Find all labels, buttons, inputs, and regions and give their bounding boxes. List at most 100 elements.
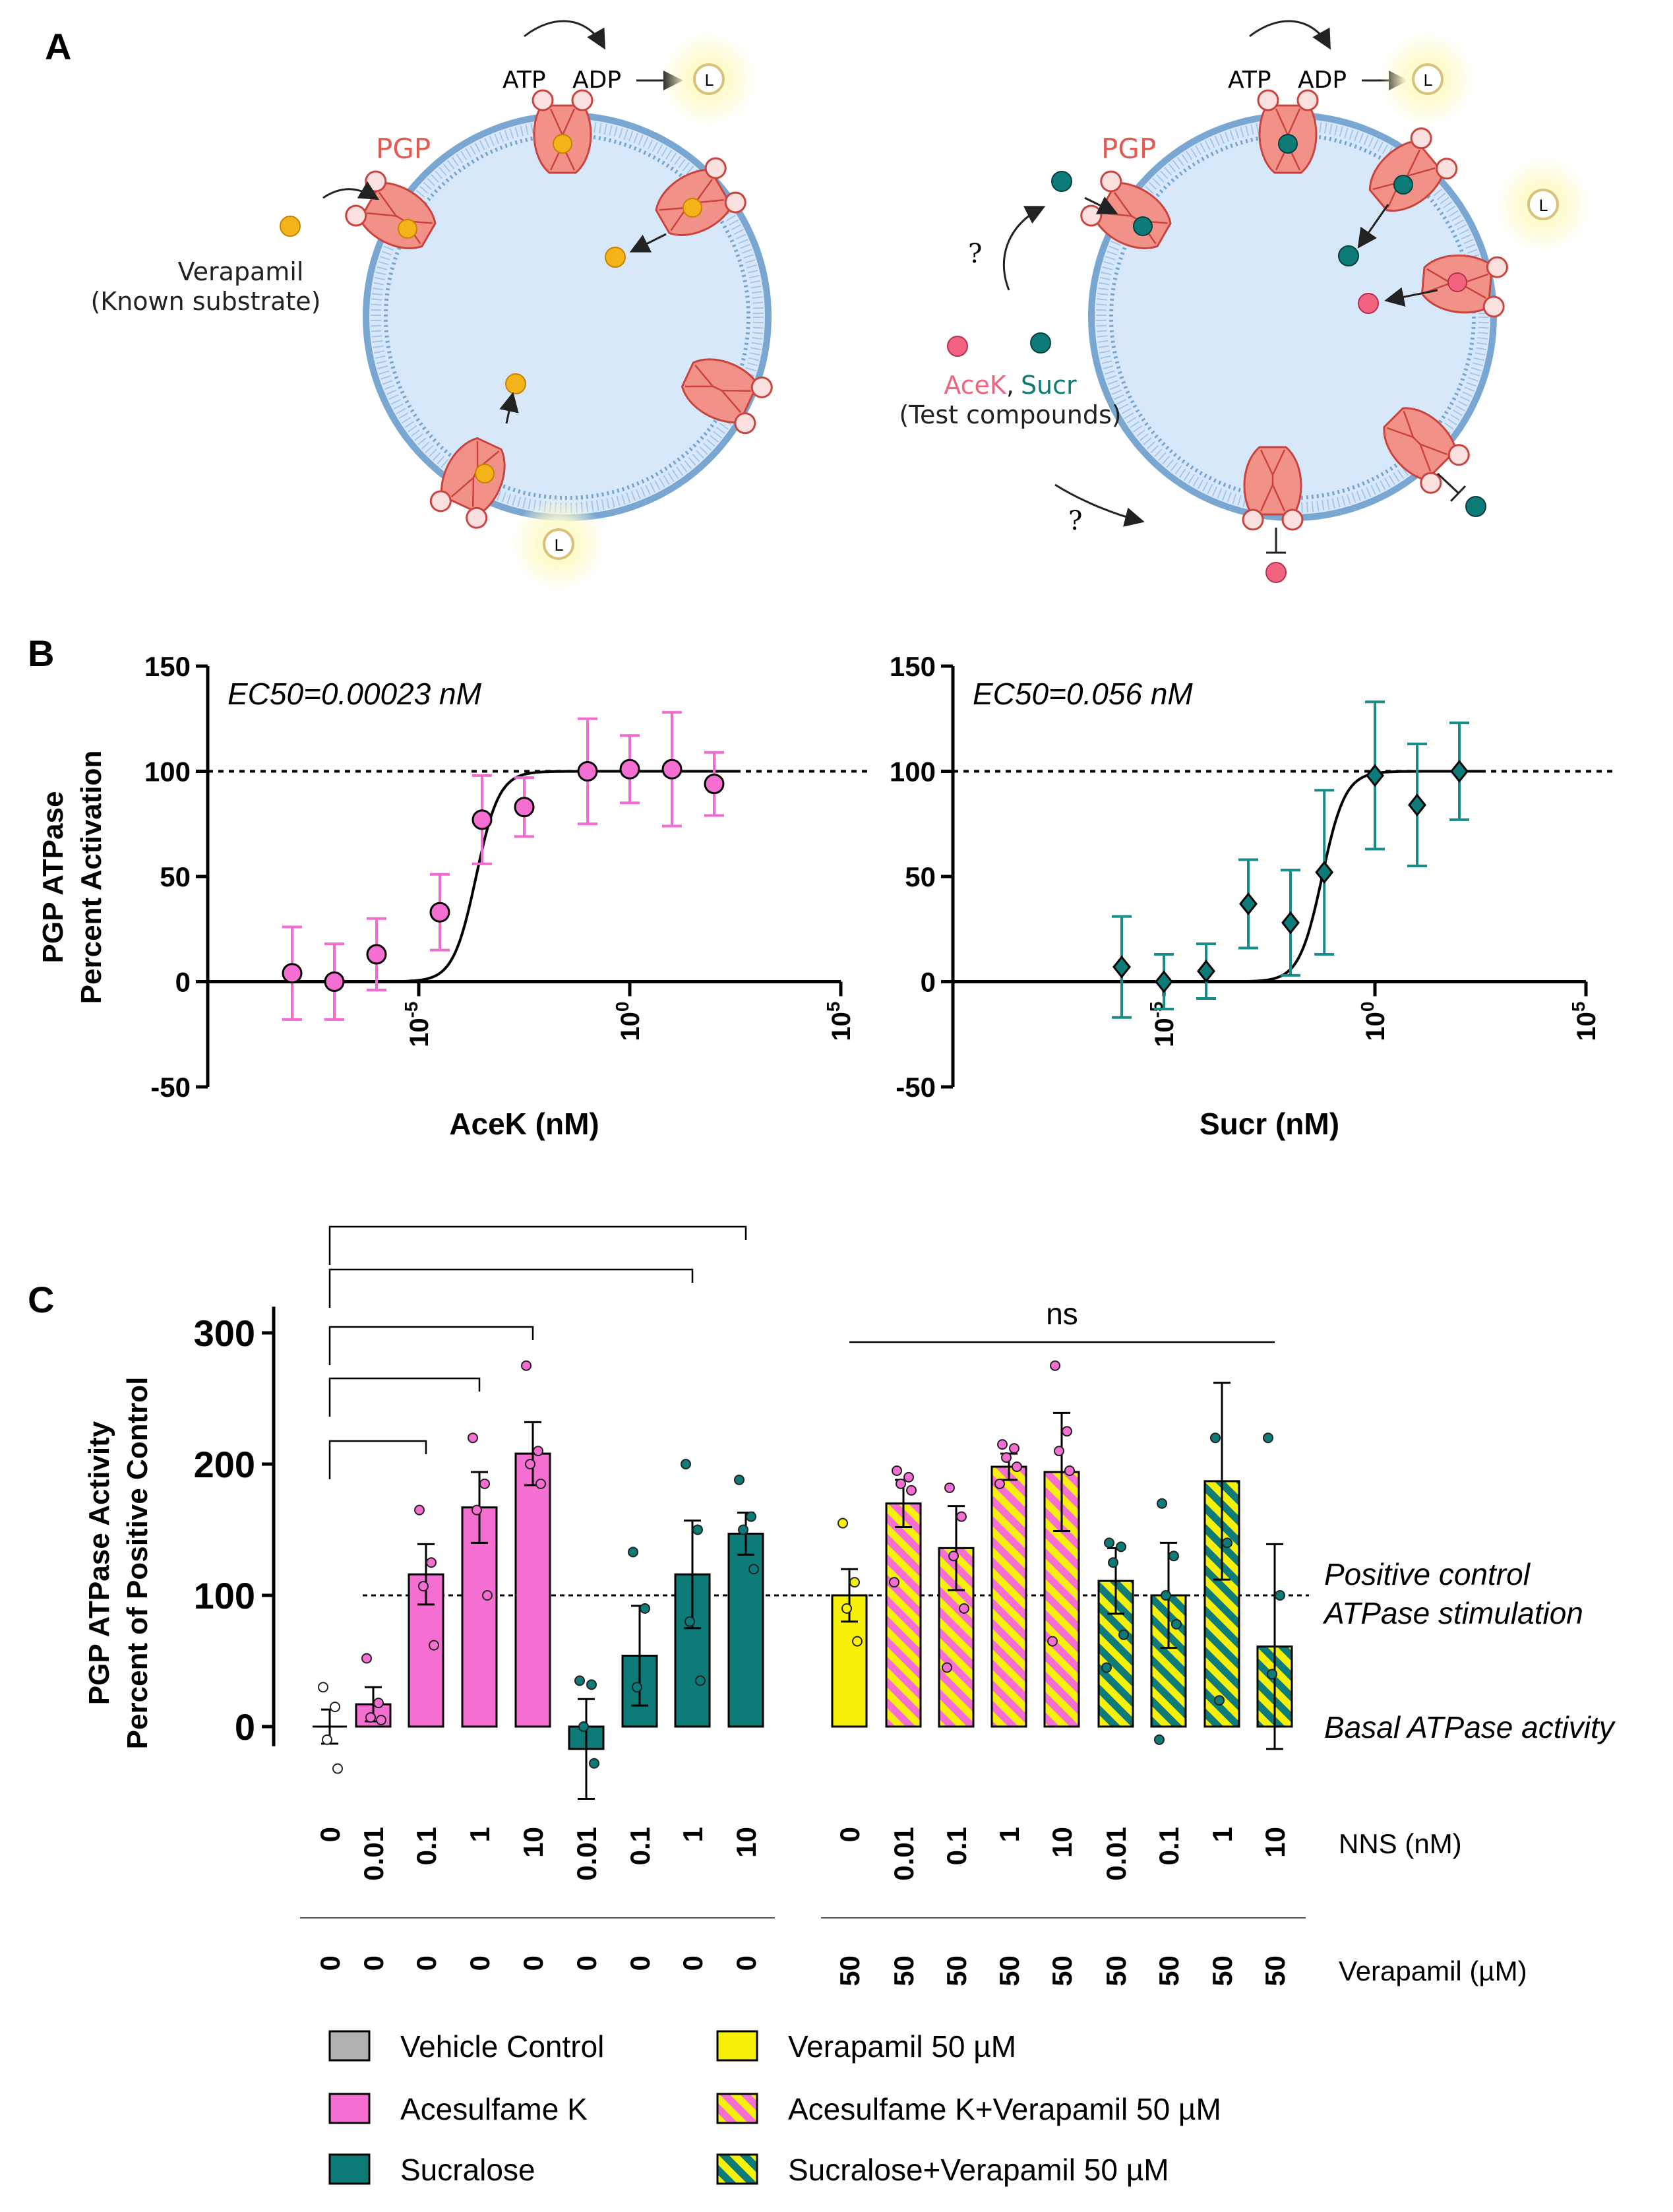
replicate-dot	[1012, 1461, 1022, 1472]
verapamil-tick-label: 0	[624, 1955, 655, 1971]
replicate-dot	[533, 1446, 543, 1457]
ylabel-c-line2: Percent of Positive Control	[121, 1377, 154, 1750]
legend-swatch	[328, 2030, 371, 2062]
replicate-dot	[684, 1616, 695, 1627]
nns-tick-label: 0.01	[1101, 1827, 1132, 1881]
adp-label: ADP	[572, 67, 621, 94]
replicate-dot	[734, 1474, 745, 1485]
verapamil-molecule-icon	[505, 373, 526, 394]
ec50-annotation: EC50=0.00023 nM	[228, 677, 482, 711]
nns-tick-label: 1	[1207, 1827, 1238, 1842]
y-tick-label: 300	[194, 1312, 255, 1354]
data-point	[1155, 970, 1173, 993]
replicate-dot	[365, 1712, 376, 1723]
data-point	[429, 902, 450, 923]
legend-swatch	[328, 2093, 371, 2124]
bar	[990, 1465, 1027, 1728]
replicate-dot	[574, 1675, 585, 1686]
luminescence-icon: L	[554, 536, 563, 555]
panel-label-a: A	[45, 26, 71, 67]
schematic-left: ATP ADP L L PGP Verapamil (Known substra…	[90, 20, 776, 592]
replicate-dot	[1222, 1537, 1232, 1549]
replicate-dot	[1104, 1537, 1114, 1549]
replicate-dot	[956, 1511, 967, 1522]
replicate-dot	[738, 1524, 748, 1535]
replicate-dot	[1171, 1618, 1182, 1630]
sucralose-molecule-icon	[1133, 216, 1153, 236]
replicate-dot	[373, 1698, 384, 1709]
legend-label: Acesulfame K	[400, 2092, 588, 2126]
replicate-dot	[589, 1758, 599, 1769]
y-tick-label: 0	[921, 967, 936, 998]
panel-c: PGP ATPase Activity Percent of Positive …	[83, 1225, 1616, 2187]
replicate-dot	[361, 1653, 372, 1664]
pgp-label: PGP	[376, 133, 431, 165]
replicate-dot	[482, 1590, 493, 1601]
replicate-dot	[1101, 1662, 1112, 1673]
ylabel-c-line1: PGP ATPase Activity	[83, 1421, 115, 1705]
legend: Vehicle Control Acesulfame K Sucralose Vera…	[328, 2029, 1221, 2187]
replicate-dot	[944, 1482, 955, 1493]
legend-label: Sucralose	[400, 2153, 535, 2187]
x-tick-label: 100	[612, 1002, 645, 1041]
x-tick-base: 10	[1361, 1012, 1390, 1041]
replicate-dot	[889, 1577, 899, 1588]
luminescence-icon: L	[704, 71, 714, 90]
nns-tick-label: 0.01	[888, 1827, 919, 1881]
pgp-protein-icon	[532, 89, 593, 174]
ylabel-b-line2: Percent Activation	[75, 751, 107, 1004]
sucralose-molecule-icon	[1465, 496, 1486, 517]
replicate-dot	[896, 1478, 906, 1489]
test-compounds-note: (Test compounds)	[899, 400, 1121, 429]
significance-bracket	[328, 1326, 534, 1365]
nns-tick-label: 0.01	[358, 1827, 389, 1881]
ylabel-b-line1: PGP ATPase	[37, 791, 69, 964]
data-point	[1239, 892, 1258, 915]
replicate-dot	[692, 1524, 703, 1535]
pgp-protein-icon	[1257, 89, 1319, 174]
replicate-dot	[586, 1679, 597, 1690]
replicate-dot	[1169, 1551, 1179, 1562]
verapamil-molecule-icon	[683, 198, 702, 218]
replicate-dot	[1116, 1541, 1126, 1552]
data-point	[661, 758, 683, 780]
atp-label: ATP	[1228, 67, 1271, 94]
x-tick-label: 100	[1357, 1002, 1390, 1041]
data-point	[704, 774, 725, 795]
data-point	[1315, 861, 1334, 884]
verapamil-tick-label: 0	[315, 1955, 346, 1971]
nns-tick-label: 1	[994, 1827, 1025, 1842]
data-point	[1366, 764, 1384, 787]
replicate-dot	[1263, 1432, 1273, 1444]
y-tick-label: 100	[890, 756, 936, 787]
legend-swatch	[716, 2153, 758, 2185]
replicate-dot	[429, 1640, 439, 1651]
replicate-dot	[628, 1547, 638, 1558]
sucralose-molecule-icon	[1393, 175, 1413, 195]
verapamil-tick-label: 50	[1101, 1955, 1132, 1986]
legend-label: Vehicle Control	[400, 2029, 604, 2064]
replicate-dot	[330, 1702, 340, 1713]
replicate-dot	[695, 1675, 706, 1686]
basal-activity-label: Basal ATPase activity	[1324, 1710, 1616, 1744]
sucralose-molecule-icon	[1030, 332, 1051, 353]
y-tick-label: 150	[144, 651, 191, 682]
replicate-dot	[521, 1360, 532, 1371]
sucralose-molecule-icon	[1051, 171, 1072, 192]
ns-label: ns	[1046, 1297, 1078, 1331]
positive-control-label: Positive control	[1324, 1557, 1531, 1591]
replicate-dot	[376, 1715, 386, 1726]
replicate-dot	[468, 1432, 478, 1444]
replicate-dot	[1009, 1443, 1019, 1454]
data-point	[471, 809, 493, 830]
replicate-dot	[1062, 1426, 1072, 1437]
question-mark-top: ?	[968, 239, 982, 269]
replicate-dot	[681, 1459, 691, 1469]
replicate-dot	[322, 1734, 332, 1745]
nns-tick-label: 0	[315, 1827, 346, 1842]
x-tick-base: 10	[827, 1012, 856, 1041]
verapamil-note: (Known substrate)	[90, 287, 320, 316]
replicate-dot	[318, 1682, 328, 1693]
data-point	[1281, 911, 1300, 935]
